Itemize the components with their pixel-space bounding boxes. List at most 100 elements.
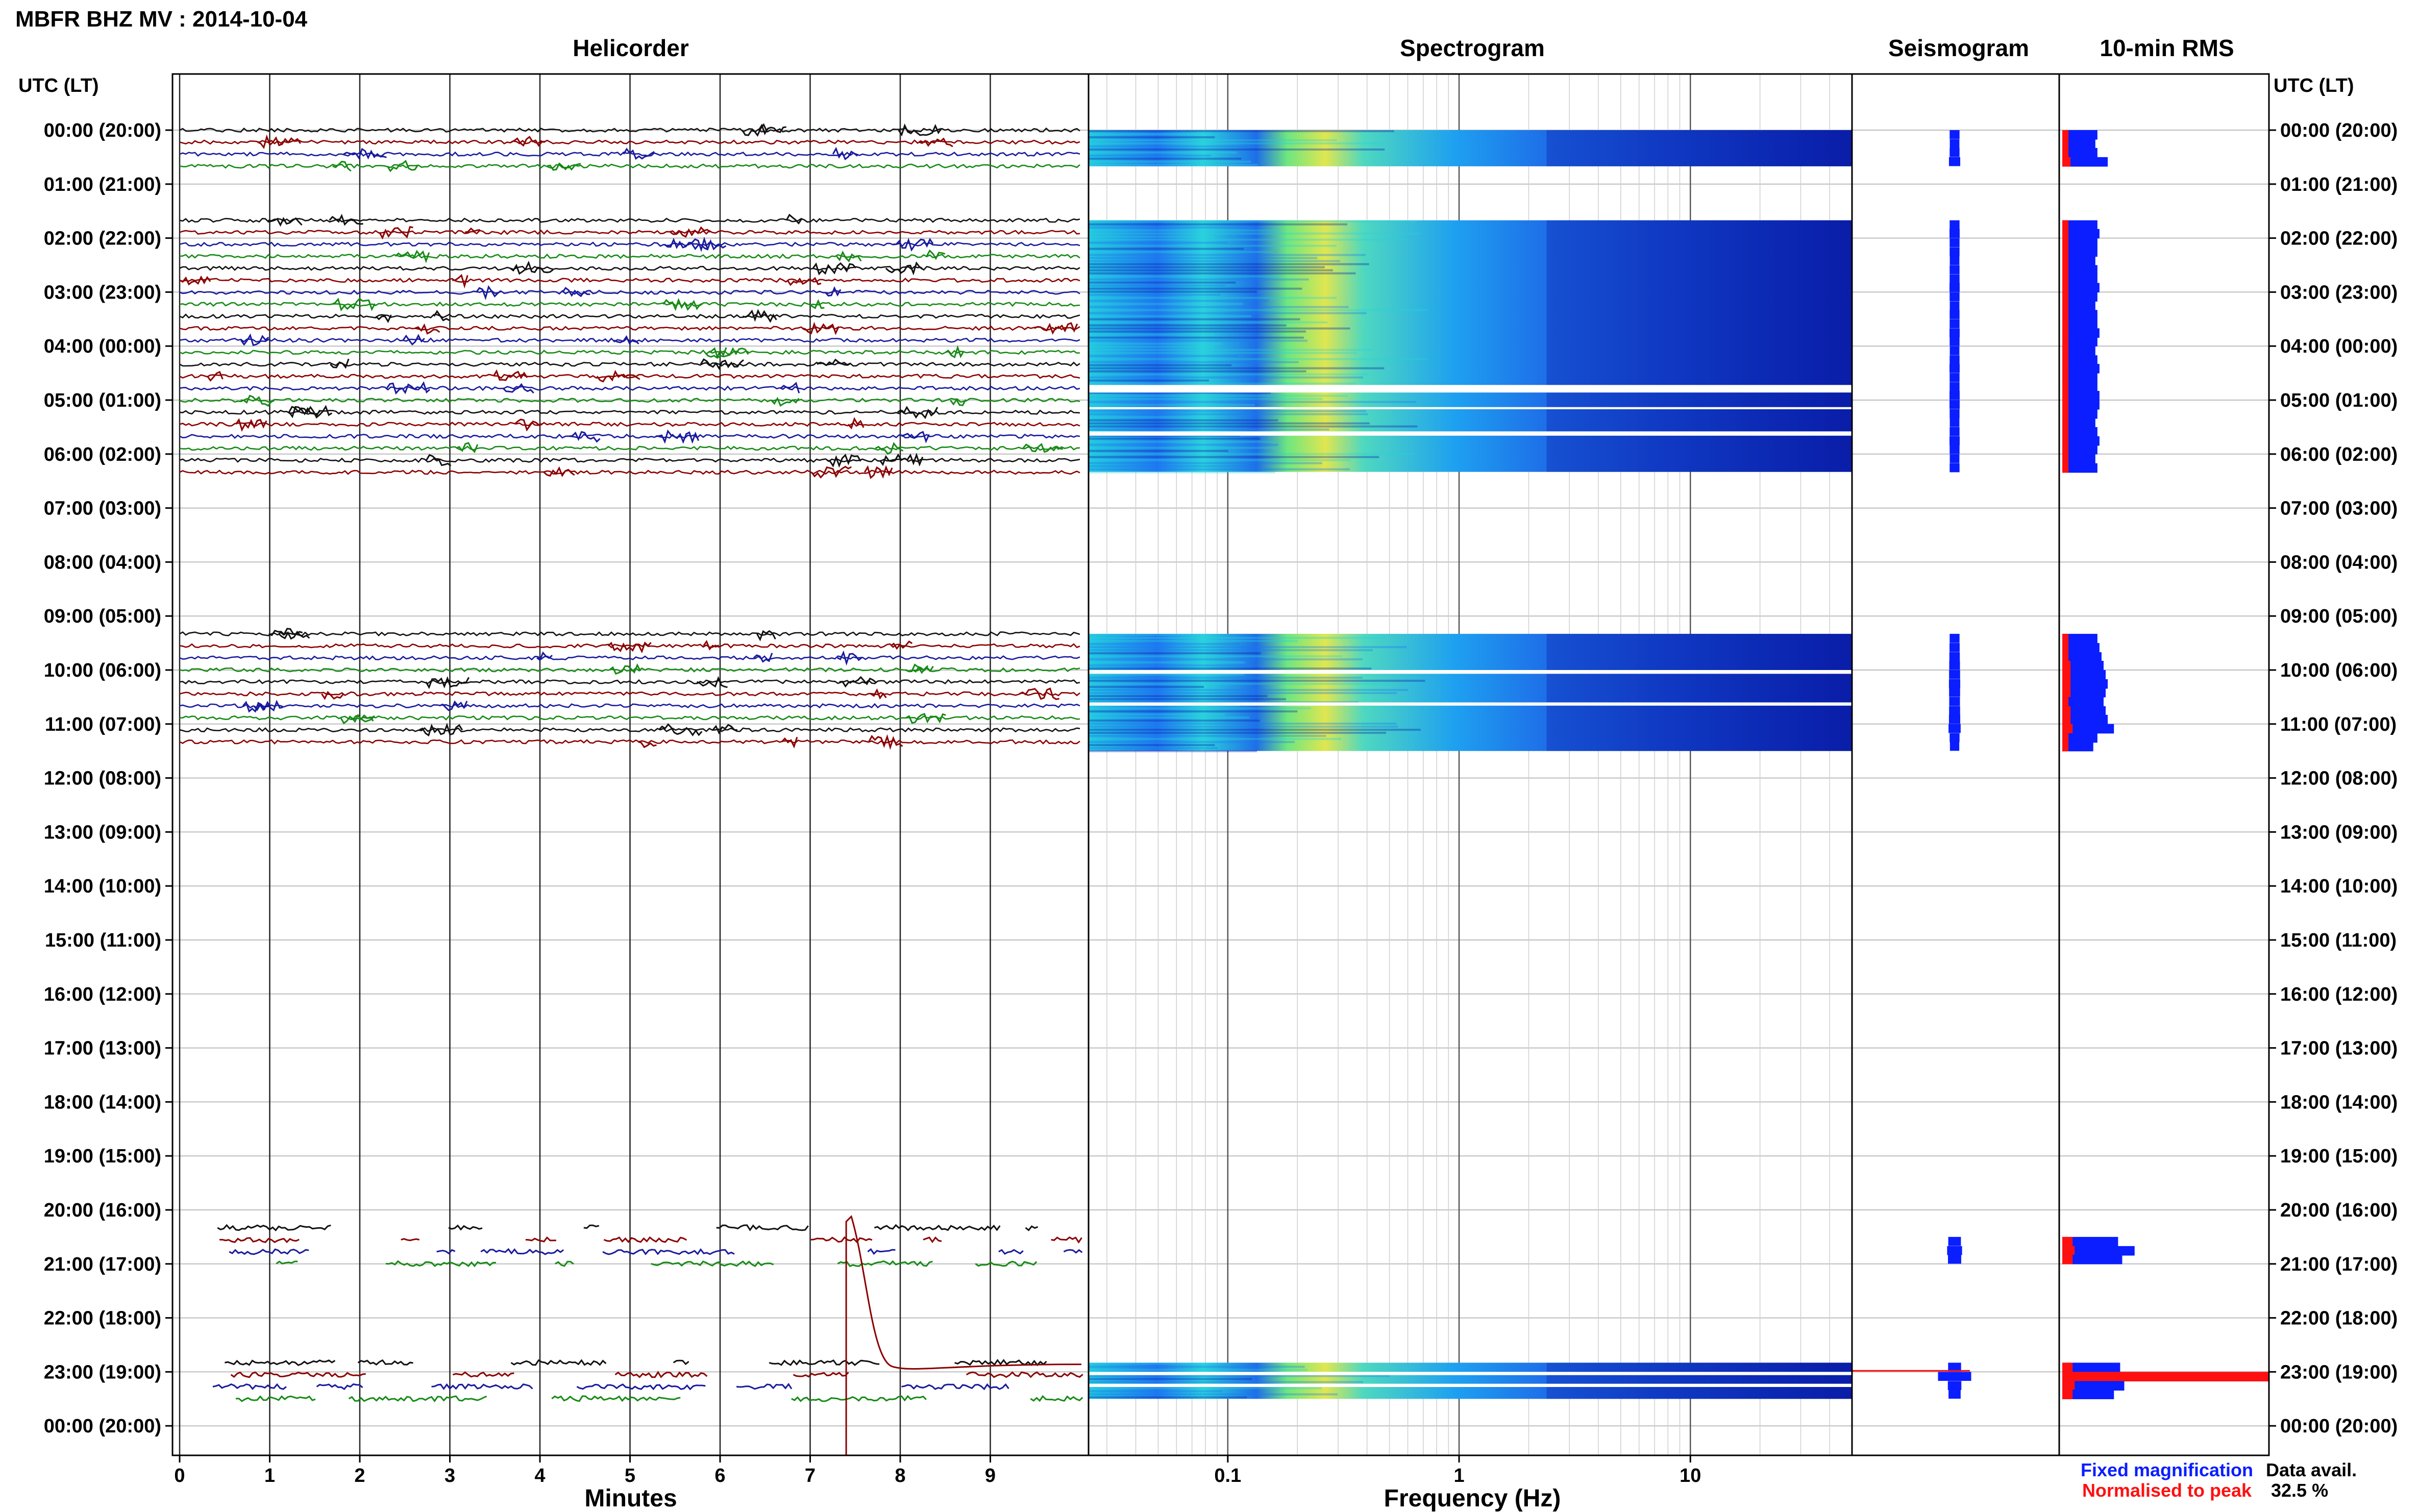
helicorder-trace	[179, 278, 1080, 283]
rms-normalised-bar	[2062, 643, 2069, 653]
helicorder-trace	[276, 1260, 298, 1265]
spectrogram-gap	[1089, 702, 1852, 706]
rms-normalised-bar	[2062, 247, 2069, 257]
helicorder-title: Helicorder	[573, 35, 689, 61]
spectrogram-band	[1089, 220, 1852, 472]
spectrogram-texture	[1089, 238, 1406, 241]
helicorder-trace	[867, 1248, 896, 1255]
spectrogram-texture	[1089, 468, 1350, 470]
rms-fixed-bar	[2062, 220, 2097, 230]
helicorder-trace	[219, 1237, 300, 1244]
rms-fixed-bar	[2062, 274, 2097, 284]
helicorder-trace	[179, 739, 1080, 745]
seismogram-segment	[1948, 1254, 1961, 1264]
spectrogram-texture	[1089, 634, 1209, 636]
helicorder-burst	[901, 431, 930, 443]
spectrogram-texture	[1089, 459, 1351, 461]
helicorder-burst	[898, 123, 943, 137]
spectrogram-texture	[1089, 382, 1355, 385]
seismogram-segment	[1949, 319, 1960, 328]
helicorder-x-tick-label: 7	[805, 1465, 816, 1486]
helicorder-trace	[179, 374, 1080, 379]
rms-normalised-bar	[2062, 444, 2069, 455]
helicorder-trace	[901, 1383, 1009, 1391]
helicorder-step-event	[845, 1215, 1082, 1455]
helicorder-trace	[614, 1371, 708, 1378]
helicorder-trace	[179, 326, 1080, 331]
helicorder-trace	[225, 1359, 336, 1367]
spectrogram-texture	[1089, 254, 1366, 256]
helicorder-burst	[1019, 687, 1059, 700]
spectrogram-texture	[1089, 220, 1418, 222]
rms-normalised-bar	[2062, 130, 2069, 140]
spectrogram-texture	[1089, 401, 1417, 403]
spectrogram-texture	[1089, 741, 1295, 743]
helicorder-burst	[824, 286, 842, 297]
helicorder-burst	[743, 309, 777, 323]
helicorder-burst	[510, 136, 545, 147]
rms-normalised-bar	[2062, 652, 2069, 662]
spectrogram-texture	[1089, 735, 1326, 737]
spectrogram-texture	[1089, 732, 1387, 734]
rms-fixed-bar	[2062, 301, 2095, 311]
spectrogram-texture	[1089, 683, 1391, 685]
spectrogram-texture	[1089, 655, 1343, 658]
spectrogram-texture	[1089, 223, 1347, 226]
helicorder-burst	[375, 314, 392, 324]
spectrogram-texture	[1089, 646, 1407, 649]
spectrogram-texture	[1089, 471, 1275, 474]
rms-fixed-bar	[2062, 346, 2095, 356]
helicorder-burst	[439, 700, 468, 711]
seismogram-segment	[1949, 247, 1960, 257]
hour-label-right: 20:00 (16:00)	[2280, 1200, 2398, 1221]
helicorder-trace	[179, 422, 1080, 427]
spectrogram-texture	[1089, 716, 1249, 719]
spectrogram-texture	[1089, 290, 1257, 293]
rms-fixed-bar	[2062, 265, 2097, 275]
helicorder-trace	[179, 469, 1080, 475]
helicorder-burst	[379, 226, 413, 240]
helicorder-burst	[623, 147, 655, 160]
hour-label-right: 18:00 (14:00)	[2280, 1092, 2398, 1113]
spectrogram-texture	[1089, 235, 1215, 238]
spectrogram-texture	[1089, 257, 1318, 259]
helicorder-burst	[771, 396, 800, 407]
helicorder-trace	[179, 217, 1080, 223]
helicorder-trace	[555, 1260, 574, 1267]
helicorder-trace	[401, 1238, 420, 1242]
helicorder-x-tick-label: 8	[895, 1465, 905, 1486]
helicorder-burst	[836, 251, 862, 263]
hour-label-left: 23:00 (19:00)	[44, 1361, 161, 1383]
spectrogram-texture	[1089, 664, 1250, 667]
spectrogram-texture	[1089, 649, 1373, 652]
seismogram-segment	[1948, 1390, 1961, 1399]
helicorder-xlabel: Minutes	[584, 1485, 677, 1512]
seismogram-segment	[1949, 634, 1960, 643]
rms-fixed-bar	[2062, 652, 2102, 662]
helicorder-burst	[870, 688, 887, 700]
helicorder-trace	[583, 1224, 600, 1229]
spectrogram-texture	[1089, 376, 1364, 379]
spectrogram-texture	[1089, 744, 1215, 747]
rms-normalised-bar	[2062, 310, 2069, 319]
seismogram-segment	[1949, 130, 1960, 139]
helicorder-trace	[179, 361, 1080, 367]
hour-label-right: 13:00 (09:00)	[2280, 822, 2398, 843]
helicorder-burst	[456, 442, 479, 454]
spectrogram-texture	[1089, 747, 1218, 750]
seismogram-segment	[1949, 337, 1960, 346]
helicorder-burst	[950, 398, 967, 406]
helicorder-trace	[230, 1371, 366, 1378]
hour-label-left: 03:00 (23:00)	[44, 282, 161, 303]
spectrogram-texture	[1089, 315, 1252, 317]
seismogram-segment	[1949, 220, 1960, 230]
helicorder-trace	[179, 457, 1080, 463]
spectrogram-texture	[1089, 637, 1386, 639]
helicorder-burst	[781, 736, 798, 749]
helicorder-trace	[179, 643, 1080, 649]
spectrogram-texture	[1089, 312, 1367, 314]
rms-normalised-bar	[2062, 139, 2069, 149]
helicorder-trace	[673, 1359, 689, 1366]
rms-normalised-bar	[2062, 427, 2069, 437]
spectrogram-high-freq	[1546, 1362, 1852, 1399]
